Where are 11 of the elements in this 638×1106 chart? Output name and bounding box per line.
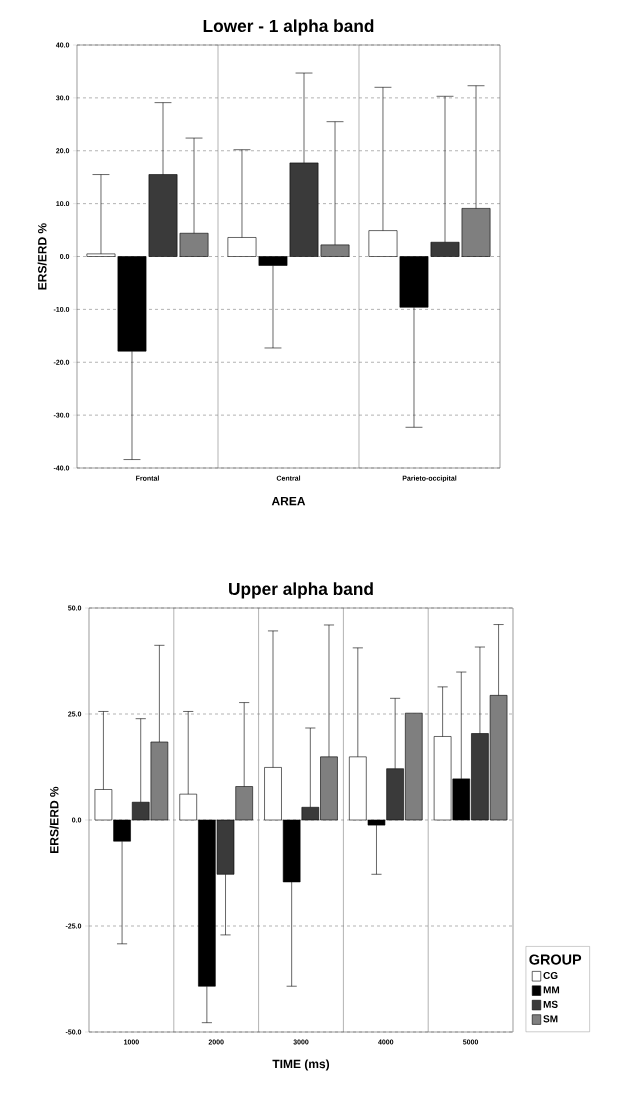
- x-axis-title: TIME (ms): [272, 1059, 330, 1071]
- legend-label: CG: [543, 971, 558, 980]
- chart-title: Lower - 1 alpha band: [203, 19, 374, 36]
- y-axis-title: ERS/ERD %: [37, 223, 47, 290]
- legend-label: SM: [543, 1015, 558, 1023]
- legend-title: GROUP: [529, 954, 582, 965]
- legend-label: MS: [543, 1000, 558, 1008]
- y-axis-title: ERS/ERD %: [49, 786, 59, 853]
- chart-title: Upper alpha band: [229, 582, 373, 599]
- legend-label: MM: [543, 986, 560, 994]
- x-axis-title: AREA: [271, 496, 306, 506]
